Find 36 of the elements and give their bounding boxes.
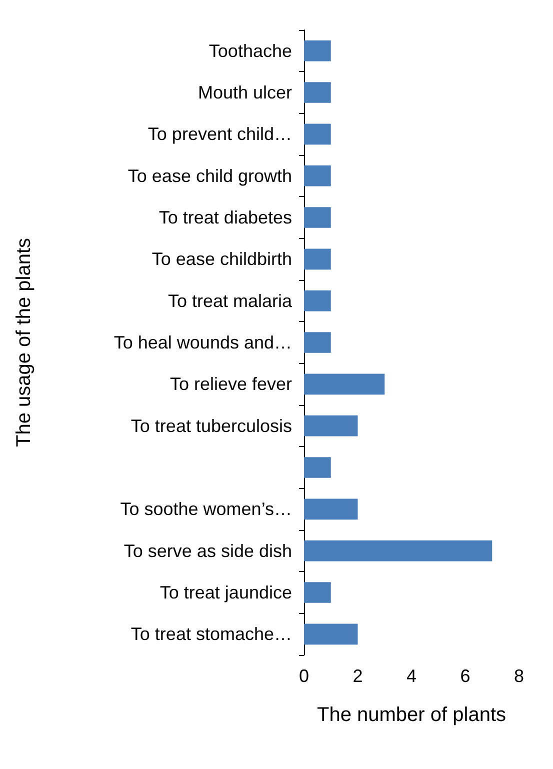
bar: [304, 540, 492, 562]
bar: [304, 290, 331, 312]
y-tick-label: To serve as side dish: [124, 540, 292, 561]
x-tick-label: 0: [298, 666, 310, 686]
y-tick-label: Mouth ulcer: [198, 82, 292, 102]
bar: [304, 332, 331, 353]
y-tick-label: To heal wounds and…: [114, 332, 292, 352]
x-axis-title: The number of plants: [317, 704, 506, 726]
y-tick-label: To treat tuberculosis: [130, 416, 292, 436]
y-tick-label: To prevent child…: [148, 124, 292, 144]
y-tick-label: Toothache: [208, 40, 292, 61]
bar: [304, 415, 358, 436]
y-tick-label: To soothe women’s…: [120, 499, 292, 520]
bar: [304, 498, 358, 520]
y-tick-label: To relieve fever: [170, 374, 292, 394]
bar: [304, 124, 331, 145]
y-tick-label: To treat diabetes: [158, 208, 292, 228]
y-tick-label: To treat jaundice: [160, 582, 292, 602]
bar: [304, 248, 331, 270]
x-tick-label: 6: [460, 666, 470, 686]
x-tick-label: 4: [406, 666, 417, 686]
y-tick-label: To ease child growth: [128, 166, 292, 186]
bar: [304, 624, 358, 645]
bar: [304, 374, 385, 395]
bar: [304, 82, 331, 103]
x-tick-label: 2: [352, 666, 363, 686]
y-tick-label: To ease childbirth: [152, 249, 292, 270]
bar: [304, 40, 331, 62]
y-axis-title: The usage of the plants: [13, 238, 35, 448]
bar: [304, 207, 331, 228]
x-tick-label: 8: [514, 666, 524, 686]
bar: [304, 457, 331, 478]
y-tick-label: To treat malaria: [168, 290, 293, 311]
bar: [304, 165, 331, 186]
y-tick-label: To treat stomache…: [130, 624, 292, 644]
bar: [304, 582, 331, 603]
